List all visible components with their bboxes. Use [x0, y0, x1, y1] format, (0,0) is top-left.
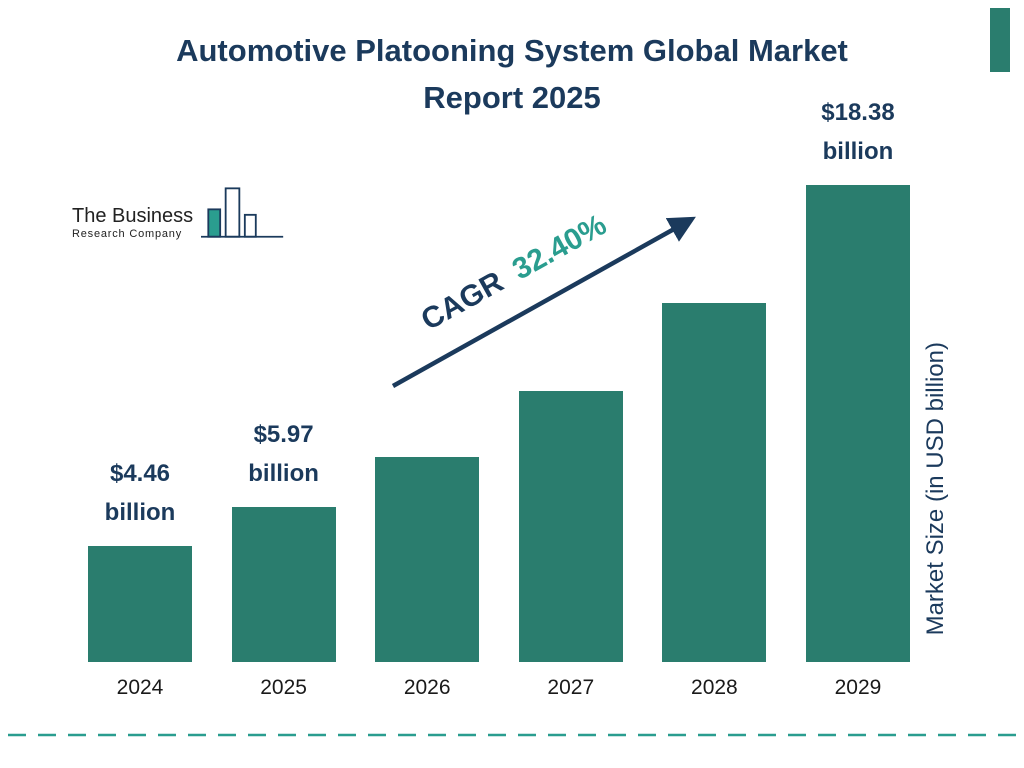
bar-amount: $5.97: [253, 421, 314, 449]
bottom-dashed-divider: [8, 733, 1016, 737]
year-label: 2028: [691, 676, 738, 699]
bar-unit: billion: [822, 137, 894, 165]
bar-value-label: $18.38 billion: [821, 94, 894, 171]
bar-amount: $18.38: [821, 99, 895, 127]
year-label: 2024: [116, 676, 164, 699]
bar-value-label: $4.46 billion: [105, 455, 176, 532]
bar-chart: $4.46 billion 2024 $5.97 billion 2025 20…: [88, 99, 910, 700]
year-label: 2025: [260, 676, 307, 699]
bar-column: $4.46 billion 2024: [88, 455, 192, 700]
logo-company-name: The Business: [72, 205, 194, 227]
bar-unit: billion: [104, 498, 176, 526]
bar-amount: $4.46: [109, 460, 171, 488]
company-logo: The Business Research Company: [72, 182, 285, 244]
year-label: 2029: [834, 676, 882, 699]
bar: [88, 546, 192, 662]
bar: [805, 185, 910, 662]
year-label: 2026: [403, 676, 451, 699]
bar-chart-logo-icon: [201, 187, 284, 238]
report-title: Automotive Platooning System Global Mark…: [176, 33, 848, 115]
corner-accent-bar: [990, 8, 1010, 72]
bar: [518, 391, 623, 662]
bar-column: $18.38 billion 2029: [805, 94, 910, 700]
bar-column: 2027: [518, 391, 623, 700]
bar-unit: billion: [248, 459, 319, 487]
bar: [662, 303, 767, 662]
y-axis-label: Market Size (in USD billion): [922, 342, 949, 636]
bar-column: $5.97 billion 2025: [231, 416, 336, 700]
bar-column: 2026: [375, 457, 480, 700]
bar: [375, 457, 480, 662]
bar-column: 2028: [662, 303, 767, 700]
logo-company-tagline: Research Company: [72, 228, 183, 240]
bar-value-label: $5.97 billion: [248, 416, 319, 493]
logo-text: The Business Research Company: [72, 205, 193, 244]
year-label: 2027: [547, 676, 595, 699]
bar: [231, 507, 336, 662]
